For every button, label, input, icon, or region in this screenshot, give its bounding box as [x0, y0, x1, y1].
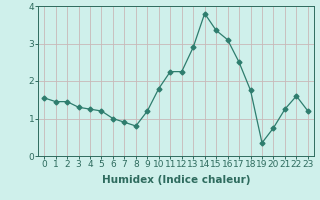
X-axis label: Humidex (Indice chaleur): Humidex (Indice chaleur) — [102, 175, 250, 185]
